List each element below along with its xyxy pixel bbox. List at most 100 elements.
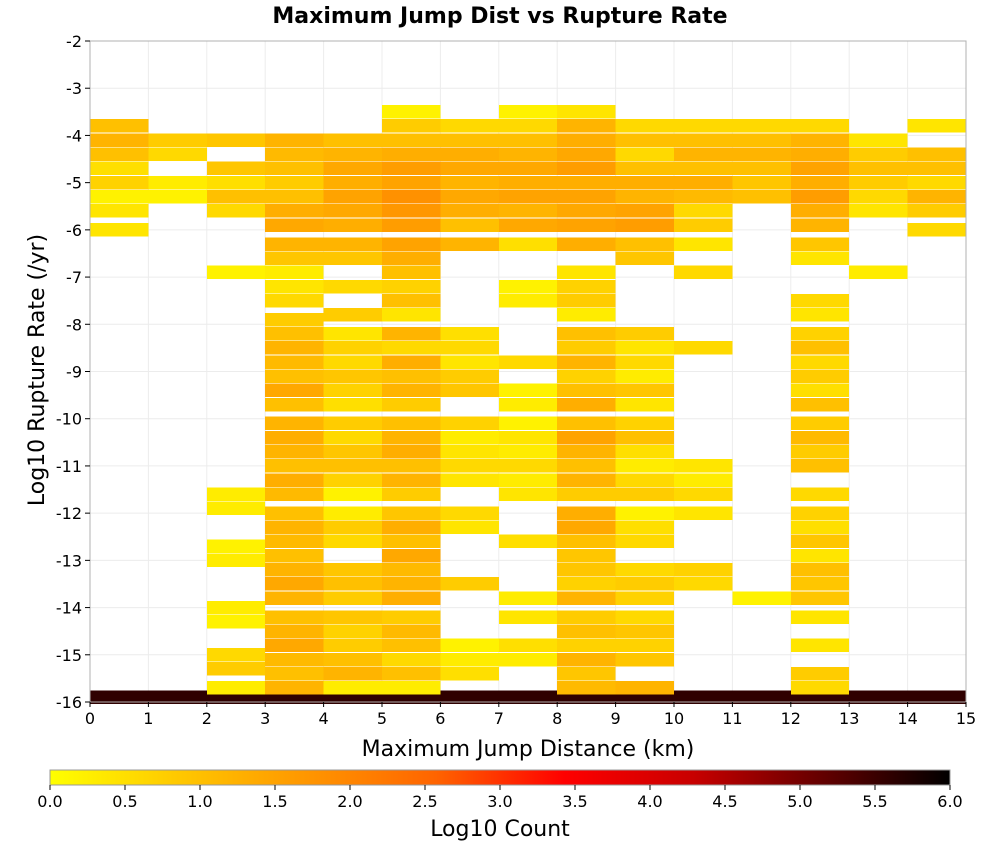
heatmap-cell: [849, 161, 908, 176]
heatmap-cell: [323, 326, 382, 341]
colorbar-tick-label: 5.5: [862, 792, 887, 811]
heatmap-cell: [206, 681, 266, 695]
heatmap-cell: [674, 175, 733, 190]
heatmap-cell: [206, 487, 266, 502]
heatmap-cell: [265, 520, 324, 535]
heatmap-cell: [674, 147, 733, 162]
heatmap-cell: [615, 473, 674, 487]
heatmap-cell: [206, 553, 266, 568]
heatmap-cell: [323, 681, 382, 695]
heatmap-cell: [498, 161, 558, 176]
heatmap-cell: [440, 175, 499, 190]
heatmap-cell: [674, 133, 733, 147]
heatmap-cell: [440, 341, 499, 355]
heatmap-cell: [498, 690, 558, 705]
x-axis-label: Maximum Jump Distance (km): [362, 737, 695, 762]
heatmap-cell: [440, 204, 499, 218]
heatmap-cell: [323, 279, 382, 294]
heatmap-cell: [382, 326, 441, 341]
heatmap-cell: [790, 161, 850, 176]
heatmap-cell: [790, 548, 850, 563]
heatmap-cell: [732, 190, 791, 204]
heatmap-cell: [440, 237, 499, 251]
heatmap-cell: [790, 430, 850, 445]
heatmap-cell: [557, 534, 616, 549]
heatmap-cell: [382, 341, 441, 355]
heatmap-cell: [557, 459, 616, 473]
heatmap-cell: [382, 624, 441, 638]
heatmap-cell: [615, 652, 674, 667]
heatmap-cell: [557, 383, 616, 398]
heatmap-cell: [440, 133, 499, 147]
heatmap-cell: [265, 279, 324, 294]
heatmap-cell: [498, 638, 558, 653]
heatmap-cell: [440, 520, 499, 535]
heatmap-cell: [265, 161, 324, 176]
heatmap-cell: [674, 204, 733, 218]
heatmap-cell: [440, 147, 499, 162]
heatmap-cell: [557, 265, 616, 280]
heatmap-cell: [323, 161, 382, 176]
heatmap-cell: [557, 190, 616, 204]
y-axis-ticks: -2 -3 -4 -5 -6 -7 -8 -9 -10 -11 -12 -13 -14 -15 -16: [56, 32, 90, 712]
heatmap-cell: [790, 326, 850, 341]
heatmap-cell: [206, 648, 266, 662]
heatmap-cell: [382, 520, 441, 535]
heatmap-cell: [790, 355, 850, 369]
heatmap-cell: [498, 237, 558, 251]
heatmap-cell: [148, 147, 207, 162]
heatmap-cell: [148, 133, 207, 147]
y-tick-label: -5: [66, 174, 82, 193]
y-tick-label: -15: [56, 646, 82, 665]
heatmap-cell: [206, 539, 266, 553]
heatmap-cell: [323, 534, 382, 549]
heatmap-cell: [148, 190, 207, 204]
heatmap-cell: [498, 175, 558, 190]
heatmap-cell: [557, 445, 616, 459]
heatmap-cell: [557, 652, 616, 667]
heatmap-cell: [498, 133, 558, 147]
y-axis-label: Log10 Rupture Rate (/yr): [25, 234, 50, 506]
heatmap-cell: [323, 383, 382, 398]
y-tick-label: -9: [66, 363, 82, 382]
heatmap-cell: [206, 133, 266, 147]
heatmap-cell: [849, 690, 908, 705]
x-tick-label: 9: [611, 709, 621, 728]
y-tick-label: -14: [56, 599, 82, 618]
heatmap-cell: [323, 591, 382, 605]
heatmap-cell: [498, 459, 558, 473]
heatmap-cell: [440, 652, 499, 667]
heatmap-cell: [265, 534, 324, 549]
heatmap-cell: [557, 610, 616, 624]
heatmap-cell: [557, 473, 616, 487]
heatmap-cell: [382, 638, 441, 653]
colorbar-tick-label: 4.5: [712, 792, 737, 811]
heatmap-cell: [265, 312, 324, 327]
x-tick-label: 13: [839, 709, 859, 728]
heatmap-cell: [790, 190, 850, 204]
heatmap-cell: [323, 133, 382, 147]
colorbar-ticks: 0.0 0.5 1.0 1.5 2.0 2.5 3.0 3.5 4.0 4.5 5.0 5.5 6.0: [37, 785, 963, 811]
y-tick-label: -16: [56, 693, 82, 712]
heatmap-cell: [323, 341, 382, 355]
heatmap-cell: [206, 501, 266, 516]
heatmap-cell: [265, 326, 324, 341]
colorbar-tick-label: 0.5: [112, 792, 137, 811]
heatmap-cell: [732, 690, 791, 705]
heatmap-cell: [265, 681, 324, 695]
heatmap-cell: [265, 251, 324, 265]
heatmap-cell: [732, 161, 791, 176]
heatmap-cell: [440, 369, 499, 383]
heatmap-cell: [382, 237, 441, 251]
heatmap-cell: [557, 416, 616, 431]
y-tick-label: -13: [56, 551, 82, 570]
heatmap-cell: [790, 251, 850, 265]
y-tick-label: -11: [56, 457, 82, 476]
heatmap-cell: [557, 397, 616, 412]
heatmap-cell: [382, 133, 441, 147]
heatmap-cell: [790, 119, 850, 133]
heatmap-cell: [382, 487, 441, 502]
heatmap-cell: [790, 577, 850, 591]
heatmap-cell: [265, 459, 324, 473]
